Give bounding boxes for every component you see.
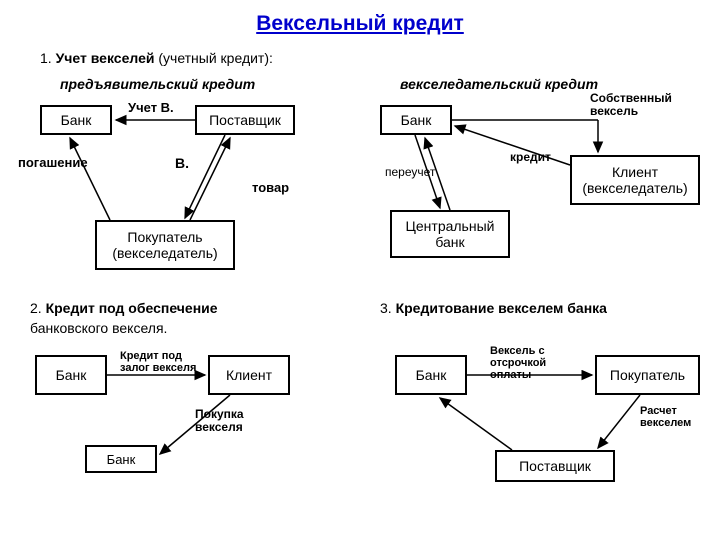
label-pogashenie: погашение: [18, 155, 88, 170]
node-bank1: Банк: [40, 105, 112, 135]
node-postavshik2: Поставщик: [495, 450, 615, 482]
node-pokupatel: Покупатель: [595, 355, 700, 395]
node-pokupatel-veksel: Покупатель (векселедатель): [95, 220, 235, 270]
page-title: Вексельный кредит: [0, 0, 720, 36]
section2-line2: банковского векселя.: [30, 320, 167, 336]
node-klient-veksel: Клиент (векселедатель): [570, 155, 700, 205]
label-sobstv-veksel: Собственный вексель: [590, 92, 720, 118]
section1-left-sub: предъявительский кредит: [60, 76, 255, 92]
node-central-bank: Центральный банк: [390, 210, 510, 258]
node-bank4: Банк: [395, 355, 467, 395]
section3-heading: 3. Кредитование векселем банка: [380, 300, 607, 316]
label-tovar: товар: [252, 180, 289, 195]
label-veksel-otsrochka: Вексель с отсрочкой оплаты: [490, 345, 575, 381]
section1-right-sub: векселедательский кредит: [400, 76, 598, 92]
node-bank2: Банк: [380, 105, 452, 135]
label-v: В.: [175, 155, 189, 171]
node-postavshik1: Поставщик: [195, 105, 295, 135]
label-kredit-pod-zalog: Кредит под залог векселя: [120, 350, 200, 374]
label-pokupka-vekselya: Покупка векселя: [195, 408, 265, 434]
label-raschet-vekselem: Расчет векселем: [640, 405, 710, 429]
node-klient: Клиент: [208, 355, 290, 395]
label-kredit: кредит: [510, 150, 551, 164]
node-bank-small: Банк: [85, 445, 157, 473]
section2-heading: 2. Кредит под обеспечение: [30, 300, 218, 316]
label-uchet-v: Учет В.: [128, 100, 174, 115]
section1-heading: 1. Учет векселей (учетный кредит):: [40, 50, 273, 66]
node-bank3: Банк: [35, 355, 107, 395]
label-pereuchet: переучет: [385, 165, 435, 179]
